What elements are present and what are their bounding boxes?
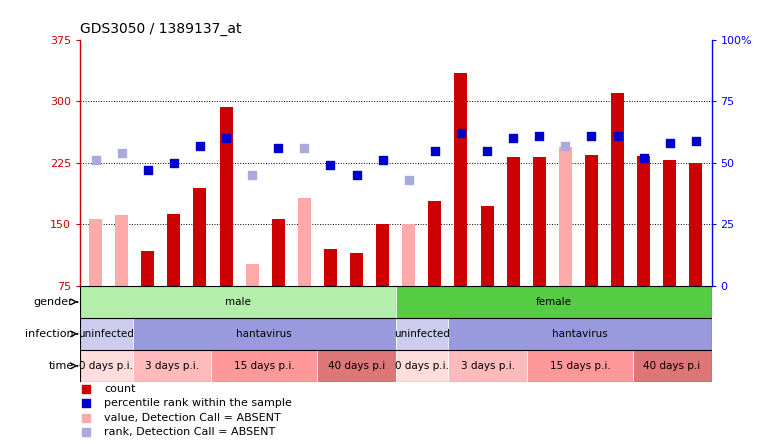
Bar — [403, 224, 416, 286]
Text: value, Detection Call = ABSENT: value, Detection Call = ABSENT — [104, 413, 281, 423]
Point — [377, 157, 389, 164]
Bar — [527, 350, 632, 382]
Bar — [324, 249, 337, 286]
Text: 15 days p.i.: 15 days p.i. — [549, 361, 610, 371]
Bar — [212, 350, 317, 382]
Bar — [585, 155, 598, 286]
Point — [194, 142, 206, 149]
Point — [80, 385, 92, 392]
Point — [533, 132, 546, 139]
Point — [585, 132, 597, 139]
Text: time: time — [49, 361, 74, 371]
Bar — [689, 163, 702, 286]
Bar — [428, 202, 441, 286]
Bar — [132, 350, 212, 382]
Bar — [396, 350, 448, 382]
Point — [142, 167, 154, 174]
Point — [272, 145, 285, 152]
Point — [638, 155, 650, 162]
Bar — [219, 107, 233, 286]
Text: hantavirus: hantavirus — [552, 329, 608, 339]
Bar — [80, 318, 132, 350]
Bar — [559, 147, 572, 286]
Point — [220, 135, 232, 142]
Bar — [533, 157, 546, 286]
Text: hantavirus: hantavirus — [236, 329, 292, 339]
Bar — [132, 318, 396, 350]
Point — [428, 147, 441, 154]
Text: 3 days p.i.: 3 days p.i. — [460, 361, 515, 371]
Text: male: male — [224, 297, 251, 307]
Bar — [142, 251, 154, 286]
Point — [507, 135, 519, 142]
Text: 15 days p.i.: 15 days p.i. — [234, 361, 295, 371]
Text: GDS3050 / 1389137_at: GDS3050 / 1389137_at — [80, 22, 241, 36]
Point — [80, 414, 92, 421]
Text: percentile rank within the sample: percentile rank within the sample — [104, 398, 291, 408]
Text: infection: infection — [25, 329, 74, 339]
Bar — [272, 219, 285, 286]
Point — [455, 130, 467, 137]
Bar — [317, 350, 396, 382]
Bar — [480, 206, 494, 286]
Bar — [80, 350, 132, 382]
Point — [80, 429, 92, 436]
Bar — [193, 187, 206, 286]
Bar — [454, 73, 467, 286]
Text: female: female — [536, 297, 572, 307]
Text: uninfected: uninfected — [394, 329, 450, 339]
Point — [90, 157, 102, 164]
Text: 0 days p.i.: 0 days p.i. — [79, 361, 133, 371]
Bar — [664, 160, 677, 286]
Bar — [350, 253, 363, 286]
Bar — [376, 224, 389, 286]
Bar — [448, 350, 527, 382]
Point — [351, 172, 363, 179]
Bar — [637, 156, 650, 286]
Point — [298, 145, 310, 152]
Point — [116, 150, 128, 157]
Point — [324, 162, 336, 169]
Point — [403, 177, 415, 184]
Text: uninfected: uninfected — [78, 329, 134, 339]
Bar — [396, 318, 448, 350]
Bar — [298, 198, 311, 286]
Text: 3 days p.i.: 3 days p.i. — [145, 361, 199, 371]
Text: 40 days p.i: 40 days p.i — [328, 361, 385, 371]
Bar — [246, 264, 259, 286]
Bar — [448, 318, 712, 350]
Text: 0 days p.i.: 0 days p.i. — [395, 361, 449, 371]
Bar — [611, 93, 624, 286]
Text: gender: gender — [33, 297, 74, 307]
Point — [664, 140, 676, 147]
Bar — [507, 157, 520, 286]
Point — [80, 400, 92, 407]
Bar — [396, 286, 712, 318]
Text: 40 days p.i: 40 days p.i — [644, 361, 701, 371]
Bar — [80, 286, 396, 318]
Bar — [167, 214, 180, 286]
Point — [481, 147, 493, 154]
Text: count: count — [104, 384, 135, 394]
Point — [559, 142, 572, 149]
Text: rank, Detection Call = ABSENT: rank, Detection Call = ABSENT — [104, 427, 275, 437]
Bar — [89, 219, 102, 286]
Point — [246, 172, 258, 179]
Point — [167, 159, 180, 166]
Bar — [115, 214, 128, 286]
Point — [612, 132, 624, 139]
Point — [689, 137, 702, 144]
Bar — [632, 350, 712, 382]
